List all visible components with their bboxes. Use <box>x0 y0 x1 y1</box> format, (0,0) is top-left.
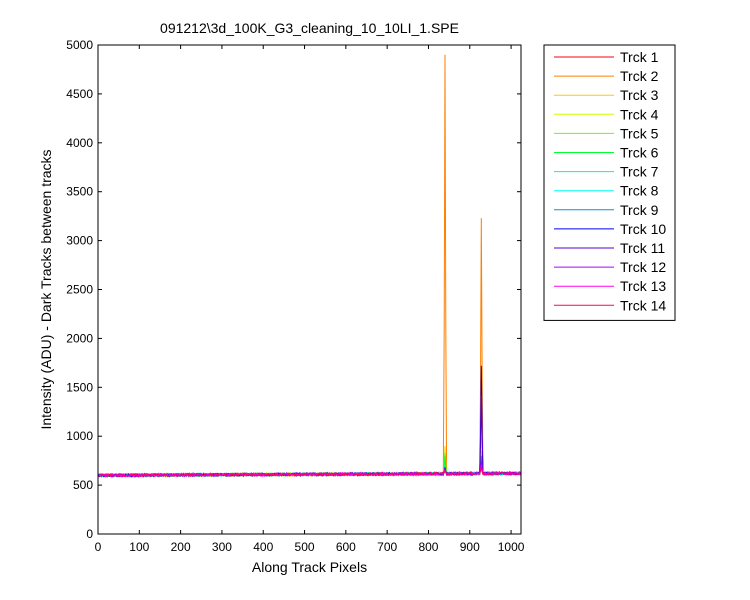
x-tick-label: 500 <box>295 540 315 554</box>
y-tick-label: 5000 <box>66 38 93 52</box>
y-tick-label: 3500 <box>66 185 93 199</box>
series-group <box>97 54 522 479</box>
legend-label: Trck 1 <box>620 49 659 65</box>
legend-label: Trck 14 <box>620 297 666 313</box>
x-tick-label: 900 <box>460 540 480 554</box>
x-tick-label: 600 <box>336 540 356 554</box>
legend-label: Trck 2 <box>620 68 659 84</box>
y-tick-label: 1500 <box>66 380 93 394</box>
ticks-group: 0 100 200 300 400 500 600 700 800 900 1000 0 500 1000… <box>66 38 524 554</box>
legend-label: Trck 6 <box>620 145 659 161</box>
legend[interactable]: Trck 1 Trck 2 Trck 3 Trck 4 Trck 5 Trck 6 Trck… <box>543 44 676 321</box>
x-axis-title: Along Track Pixels <box>252 559 367 575</box>
legend-label: Trck 9 <box>620 202 659 218</box>
chart-title: 091212\3d_100K_G3_cleaning_10_10LI_1.SPE <box>160 20 459 36</box>
legend-label: Trck 11 <box>620 240 665 256</box>
legend-box <box>543 44 676 321</box>
plot-area <box>98 45 521 534</box>
x-tick-label: 200 <box>171 540 191 554</box>
x-tick-label: 800 <box>418 540 438 554</box>
legend-label: Trck 13 <box>620 278 666 294</box>
y-tick-label: 0 <box>86 527 93 541</box>
x-tick-label: 700 <box>377 540 397 554</box>
y-tick-label: 3000 <box>66 234 93 248</box>
y-tick-label: 4500 <box>66 87 93 101</box>
y-axis-title: Intensity (ADU) - Dark Tracks between tr… <box>38 149 54 429</box>
x-tick-label: 1000 <box>498 540 525 554</box>
legend-label: Trck 8 <box>620 183 659 199</box>
legend-label: Trck 12 <box>620 259 666 275</box>
legend-label: Trck 10 <box>620 221 666 237</box>
y-tick-label: 4000 <box>66 136 93 150</box>
x-tick-label: 300 <box>212 540 232 554</box>
series-line-14 <box>97 466 522 478</box>
legend-label: Trck 4 <box>620 106 659 122</box>
y-tick-label: 2500 <box>66 283 93 297</box>
x-tick-label: 0 <box>95 540 102 554</box>
x-tick-label: 100 <box>129 540 149 554</box>
legend-label: Trck 5 <box>620 125 659 141</box>
legend-label: Trck 3 <box>620 87 659 103</box>
y-tick-label: 1000 <box>66 429 93 443</box>
y-tick-label: 2000 <box>66 331 93 345</box>
legend-label: Trck 7 <box>620 164 659 180</box>
y-tick-label: 500 <box>73 478 93 492</box>
x-tick-label: 400 <box>253 540 273 554</box>
